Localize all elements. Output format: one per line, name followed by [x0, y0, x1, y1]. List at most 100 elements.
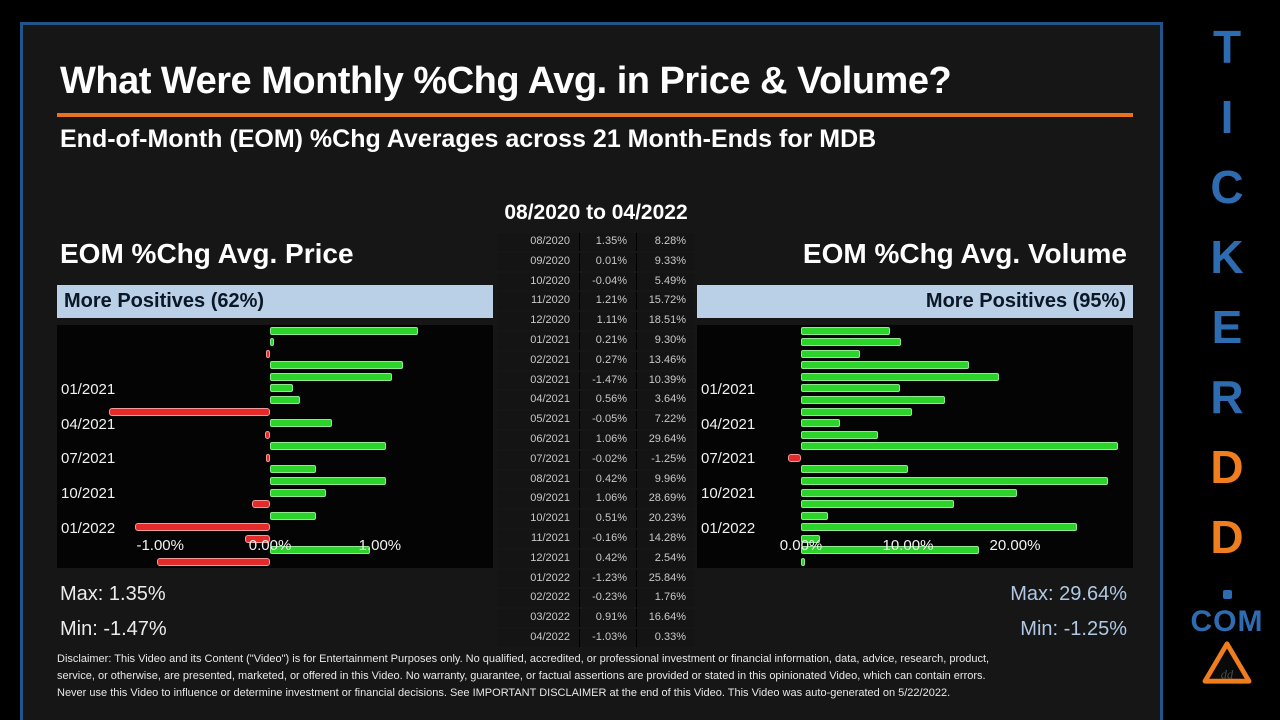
table-cell: 13.46% [637, 351, 695, 370]
bar-10/2021 [800, 488, 1018, 497]
table-row: 09/2021 1.06% 28.69% [497, 490, 695, 509]
table-cell: 08/2021 [497, 470, 579, 489]
table-row: 03/2022 0.91% 16.64% [497, 609, 695, 627]
table-cell: 12/2020 [497, 312, 579, 330]
disclaimer-line-3: Never use this Video to influence or det… [57, 687, 951, 699]
y-axis-label: 01/2022 [701, 519, 756, 537]
volume-max-stat: Max: 29.64% [1010, 583, 1127, 605]
table-cell: 8.28% [637, 233, 695, 251]
bar-01/2021 [800, 384, 901, 393]
table-row: 01/2022 -1.23% 25.84% [497, 569, 695, 588]
table-cell: 04/2022 [497, 628, 579, 647]
table-cell: 02/2021 [497, 351, 579, 370]
table-row: 08/2020 1.35% 8.28% [497, 233, 695, 251]
bar-09/2021 [800, 476, 1108, 485]
table-cell: 0.91% [580, 609, 636, 627]
table-cell: -1.03% [580, 628, 636, 647]
bar-12/2020 [800, 372, 1000, 381]
table-cell: -1.47% [580, 371, 636, 390]
y-axis-label: 01/2021 [61, 380, 116, 398]
table-cell: 11/2021 [497, 529, 579, 548]
table-cell: 0.27% [580, 351, 636, 370]
table-row: 01/2021 0.21% 9.30% [497, 331, 695, 350]
table-cell: 0.42% [580, 549, 636, 568]
table-cell: 08/2020 [497, 233, 579, 251]
bar-01/2021 [270, 384, 294, 393]
brand-letter: R [1210, 371, 1244, 423]
x-axis-label: 10.00% [882, 537, 934, 554]
bar-06/2021 [800, 442, 1119, 451]
bar-08/2021 [800, 465, 908, 474]
bar-01/2022 [800, 523, 1078, 532]
table-cell: 04/2021 [497, 391, 579, 410]
period-header: 08/2020 to 04/2022 [504, 201, 688, 224]
table-cell: 5.49% [637, 272, 695, 291]
y-axis-label: 10/2021 [701, 485, 756, 502]
price-positives-banner: More Positives (62%) [57, 285, 493, 318]
table-cell: 3.64% [637, 391, 695, 410]
table-cell: 9.33% [637, 252, 695, 271]
y-axis-label: 04/2021 [61, 415, 116, 433]
x-axis-label: 0.00% [779, 537, 823, 554]
bar-08/2020 [270, 326, 419, 335]
table-cell: 1.35% [580, 233, 636, 251]
bar-07/2021 [266, 453, 271, 462]
volume-min-stat: Min: -1.25% [1020, 618, 1127, 640]
bar-04/2022 [156, 557, 271, 566]
bar-08/2021 [270, 465, 317, 474]
table-row: 04/2021 0.56% 3.64% [497, 391, 695, 410]
brand-letter: E [1211, 301, 1243, 353]
bar-12/2021 [800, 511, 829, 520]
table-row: 11/2021 -0.16% 14.28% [497, 529, 695, 548]
table-cell: 15.72% [637, 292, 695, 311]
price-bar-chart: 01/2021 04/2021 07/2021 10/2021 01/2022 -1.00… [57, 325, 493, 568]
table-cell: 10/2021 [497, 510, 579, 528]
bar-09/2021 [270, 476, 387, 485]
table-cell: 10.39% [637, 371, 695, 390]
table-cell: 09/2021 [497, 490, 579, 509]
brand-dot: . [1222, 590, 1232, 599]
table-cell: 07/2021 [497, 450, 579, 469]
table-cell: 25.84% [637, 569, 695, 588]
bar-10/2020 [800, 349, 860, 358]
title-divider [57, 113, 1133, 117]
table-row: 07/2021 -0.02% -1.25% [497, 450, 695, 469]
table-cell: -1.23% [580, 569, 636, 588]
table-cell: 0.01% [580, 252, 636, 271]
bar-05/2021 [264, 430, 271, 439]
y-axis-label: 01/2022 [61, 519, 116, 537]
x-axis-label: 20.00% [989, 537, 1041, 554]
bar-02/2022 [800, 534, 820, 543]
table-cell: 1.76% [637, 589, 695, 608]
table-cell: 06/2021 [497, 430, 579, 449]
table-cell: 9.30% [637, 331, 695, 350]
bar-04/2022 [800, 557, 805, 566]
bar-12/2021 [270, 511, 317, 520]
table-cell: 09/2020 [497, 252, 579, 271]
table-cell: 0.21% [580, 331, 636, 350]
table-row: 12/2020 1.11% 18.51% [497, 312, 695, 330]
table-row: 06/2021 1.06% 29.64% [497, 430, 695, 449]
brand-letter: C [1210, 161, 1244, 213]
table-cell: 0.42% [580, 470, 636, 489]
table-cell: -0.05% [580, 411, 636, 429]
table-row: 12/2021 0.42% 2.54% [497, 549, 695, 568]
bar-10/2021 [270, 488, 327, 497]
table-cell: 9.96% [637, 470, 695, 489]
price-chart-title: EOM %Chg Avg. Price [60, 238, 354, 269]
bar-04/2021 [270, 419, 332, 428]
table-cell: 1.06% [580, 490, 636, 509]
y-axis-label: 01/2021 [701, 380, 756, 398]
brand-com-label: COM [1190, 605, 1264, 638]
table-cell: -0.04% [580, 272, 636, 291]
table-cell: 0.51% [580, 510, 636, 528]
bar-11/2020 [270, 361, 403, 370]
disclaimer-line-1: Disclaimer: This Video and its Content (… [57, 653, 990, 665]
brand-letter: D [1210, 441, 1244, 493]
table-cell: 1.21% [580, 292, 636, 311]
brand-letter: D [1210, 511, 1244, 563]
table-row: 03/2021 -1.47% 10.39% [497, 371, 695, 390]
table-cell: -1.25% [637, 450, 695, 469]
table-row: 11/2020 1.21% 15.72% [497, 292, 695, 311]
